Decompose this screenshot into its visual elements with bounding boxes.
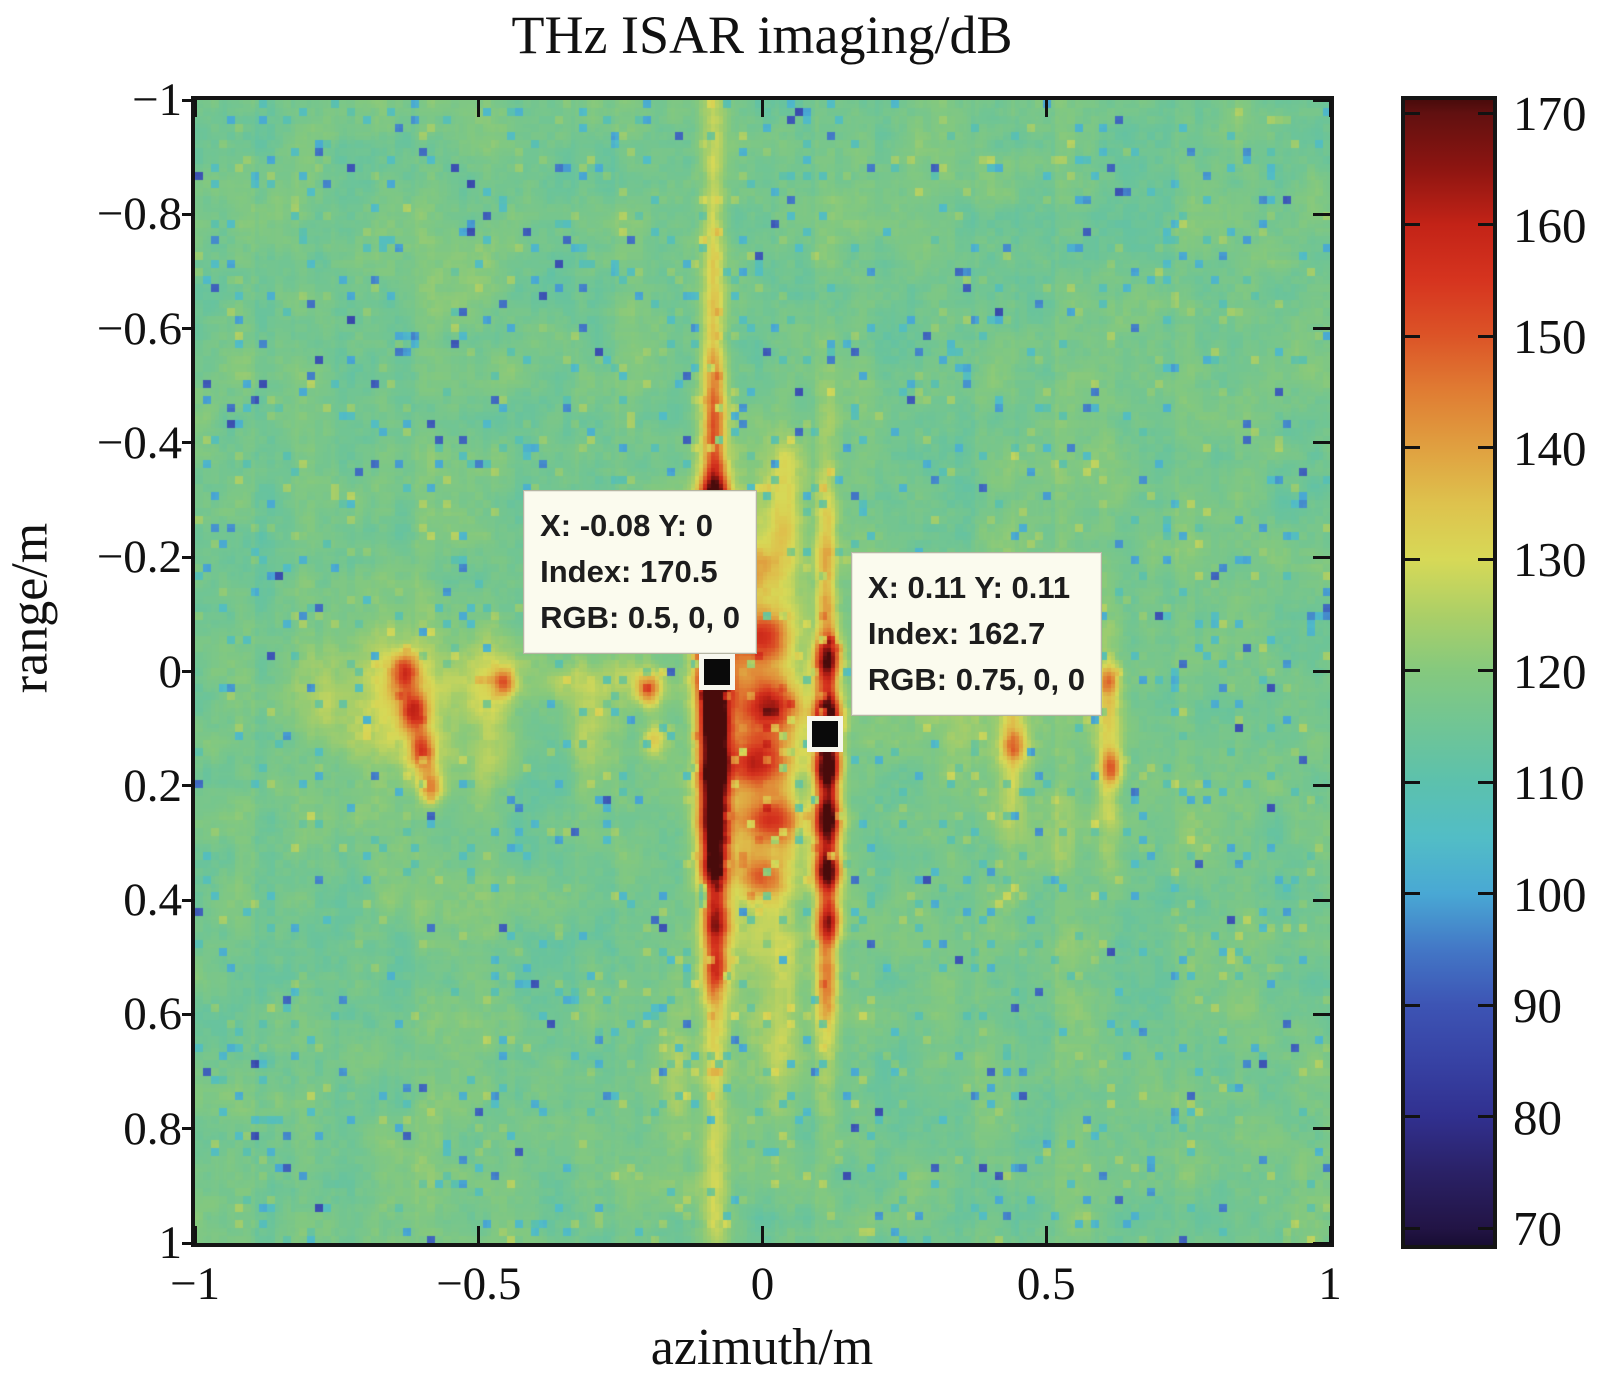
colorbar-tick	[1478, 446, 1493, 450]
colorbar-tick	[1478, 111, 1493, 115]
datatip-line: Index: 162.7	[867, 616, 1046, 652]
y-tick-label: −0.8	[96, 188, 182, 241]
colorbar-tick	[1478, 1003, 1493, 1007]
datatip-line: RGB: 0.5, 0, 0	[540, 599, 740, 635]
y-tick	[182, 98, 195, 102]
x-tick	[477, 100, 481, 117]
colorbar-tick	[1478, 223, 1493, 227]
y-tick-label: 0.4	[123, 874, 182, 927]
y-tick-label: 0.2	[123, 759, 182, 812]
y-tick	[1313, 1127, 1330, 1131]
y-tick	[182, 784, 195, 788]
y-tick	[1313, 327, 1330, 331]
colorbar-tick-label: 70	[1513, 1201, 1562, 1257]
chart-title: THz ISAR imaging/dB	[511, 5, 1013, 65]
x-tick	[1044, 1226, 1048, 1243]
y-tick	[182, 212, 195, 216]
y-tick-label: 0.8	[123, 1102, 182, 1155]
heatmap-canvas	[195, 100, 1330, 1243]
colorbar-tick	[1478, 334, 1493, 338]
colorbar-tick-label: 80	[1513, 1089, 1562, 1145]
y-tick	[182, 1241, 195, 1245]
y-tick-label: −0.2	[96, 531, 182, 584]
y-tick	[182, 327, 195, 331]
colorbar-tick	[1405, 334, 1420, 338]
x-tick-label: 0	[750, 1258, 775, 1310]
x-tick	[193, 1226, 197, 1243]
colorbar-tick	[1478, 669, 1493, 673]
datatip-line: RGB: 0.75, 0, 0	[867, 662, 1086, 698]
colorbar-gradient	[1405, 100, 1493, 1245]
colorbar-tick-label: 100	[1513, 866, 1587, 922]
y-tick	[182, 555, 195, 559]
colorbar-tick	[1405, 669, 1420, 673]
y-tick	[1313, 898, 1330, 902]
x-axis-label: azimuth/m	[650, 1319, 874, 1376]
x-tick	[477, 1226, 481, 1243]
y-tick-label: −0.4	[96, 416, 182, 469]
y-tick	[1313, 1012, 1330, 1016]
y-tick	[182, 898, 195, 902]
colorbar-tick	[1405, 1226, 1420, 1230]
plot-area	[191, 96, 1334, 1247]
colorbar-tick	[1405, 780, 1420, 784]
datatip-line: X: 0.11 Y: 0.11	[867, 570, 1071, 606]
y-tick	[1313, 670, 1330, 673]
colorbar-tick	[1405, 557, 1420, 561]
colorbar-tick	[1405, 111, 1420, 115]
datatip-box: X: -0.08 Y: 0 Index: 170.5 RGB: 0.5, 0, 0	[523, 489, 757, 654]
colorbar-tick	[1405, 223, 1420, 227]
datatip-line: X: -0.08 Y: 0	[540, 507, 713, 543]
colorbar-tick-label: 90	[1513, 978, 1562, 1034]
x-tick	[193, 100, 197, 117]
y-tick-label: −1	[131, 74, 182, 126]
colorbar-tick	[1405, 446, 1420, 450]
y-tick-label: −0.6	[96, 302, 182, 355]
colorbar-tick	[1478, 892, 1493, 896]
x-tick	[1328, 1226, 1332, 1243]
y-tick	[1313, 212, 1330, 216]
x-tick	[761, 100, 764, 117]
y-tick	[182, 670, 195, 673]
y-tick	[182, 441, 195, 445]
x-tick-label: −1	[169, 1258, 221, 1310]
x-tick	[1044, 100, 1048, 117]
y-tick	[1313, 1241, 1330, 1245]
colorbar-tick	[1478, 1226, 1493, 1230]
x-tick-label: 0.5	[1016, 1258, 1076, 1310]
colorbar-tick-label: 150	[1513, 309, 1587, 365]
datatip-marker	[699, 653, 736, 690]
y-tick-label: 0.6	[123, 988, 182, 1041]
colorbar	[1401, 96, 1497, 1249]
datatip-box: X: 0.11 Y: 0.11 Index: 162.7 RGB: 0.75, 0,…	[850, 552, 1103, 717]
y-tick	[1313, 98, 1330, 102]
y-tick	[1313, 555, 1330, 559]
x-tick	[761, 1226, 764, 1243]
colorbar-tick	[1478, 780, 1493, 784]
y-tick	[1313, 441, 1330, 445]
colorbar-tick-label: 130	[1513, 532, 1587, 588]
colorbar-tick	[1405, 892, 1420, 896]
x-tick-label: 1	[1318, 1258, 1342, 1310]
x-tick	[1328, 100, 1332, 117]
y-tick	[182, 1012, 195, 1016]
colorbar-tick	[1405, 1115, 1420, 1119]
colorbar-tick-label: 160	[1513, 197, 1587, 253]
colorbar-tick	[1478, 1115, 1493, 1119]
colorbar-tick	[1478, 557, 1493, 561]
colorbar-tick-label: 110	[1513, 755, 1585, 811]
colorbar-tick-label: 120	[1513, 643, 1587, 699]
y-tick-label: 0	[158, 645, 183, 698]
colorbar-tick-label: 170	[1513, 86, 1587, 142]
datatip-marker	[806, 716, 843, 753]
y-tick	[1313, 784, 1330, 788]
colorbar-tick-label: 140	[1513, 420, 1587, 476]
colorbar-tick	[1405, 1003, 1420, 1007]
y-tick	[182, 1127, 195, 1131]
y-tick-label: 1	[158, 1217, 183, 1269]
x-tick-label: −0.5	[436, 1258, 522, 1310]
datatip-line: Index: 170.5	[540, 553, 718, 589]
